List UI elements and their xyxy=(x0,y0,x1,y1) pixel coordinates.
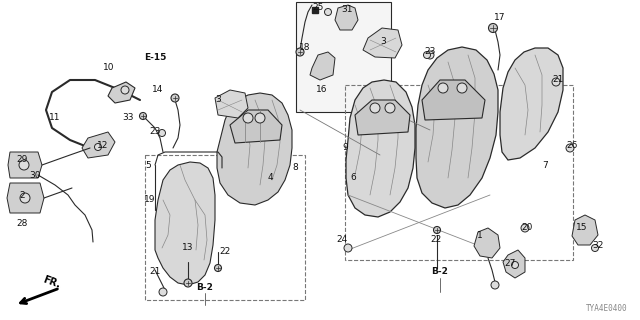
Circle shape xyxy=(95,143,102,150)
Circle shape xyxy=(457,83,467,93)
Text: E-15: E-15 xyxy=(144,53,166,62)
Circle shape xyxy=(140,113,147,119)
Circle shape xyxy=(426,51,434,59)
Bar xyxy=(345,85,573,260)
Polygon shape xyxy=(230,110,282,143)
Circle shape xyxy=(324,9,332,15)
Polygon shape xyxy=(7,183,44,213)
Circle shape xyxy=(344,244,352,252)
Circle shape xyxy=(19,160,29,170)
Text: 23: 23 xyxy=(149,127,161,137)
Polygon shape xyxy=(474,228,500,258)
Text: 4: 4 xyxy=(267,173,273,182)
Text: 5: 5 xyxy=(145,161,151,170)
Circle shape xyxy=(591,244,598,252)
Text: 28: 28 xyxy=(16,219,28,228)
Circle shape xyxy=(171,94,179,102)
Circle shape xyxy=(385,103,395,113)
Text: 18: 18 xyxy=(300,43,311,52)
Text: 24: 24 xyxy=(337,236,348,244)
Polygon shape xyxy=(335,5,358,30)
Text: FR.: FR. xyxy=(42,274,62,290)
Text: 19: 19 xyxy=(144,196,156,204)
Polygon shape xyxy=(217,93,292,205)
Polygon shape xyxy=(355,100,410,135)
Text: 3: 3 xyxy=(380,37,386,46)
Text: TYA4E0400: TYA4E0400 xyxy=(586,304,627,313)
Polygon shape xyxy=(416,47,498,208)
Polygon shape xyxy=(422,80,485,120)
Text: 10: 10 xyxy=(103,63,115,73)
Circle shape xyxy=(438,83,448,93)
Text: 1: 1 xyxy=(477,230,483,239)
Polygon shape xyxy=(363,28,402,58)
Text: 29: 29 xyxy=(16,156,28,164)
Polygon shape xyxy=(346,80,415,217)
Circle shape xyxy=(159,288,167,296)
Text: 8: 8 xyxy=(292,164,298,172)
Text: 9: 9 xyxy=(342,143,348,153)
Circle shape xyxy=(20,193,30,203)
Circle shape xyxy=(255,113,265,123)
Text: 11: 11 xyxy=(49,114,61,123)
Text: 6: 6 xyxy=(350,173,356,182)
Text: 21: 21 xyxy=(149,268,161,276)
Text: 3: 3 xyxy=(215,95,221,105)
Polygon shape xyxy=(500,48,563,160)
Text: 12: 12 xyxy=(97,140,109,149)
Text: 14: 14 xyxy=(152,85,164,94)
Circle shape xyxy=(566,144,574,152)
Circle shape xyxy=(521,224,529,232)
Text: 23: 23 xyxy=(424,47,436,57)
Circle shape xyxy=(243,113,253,123)
Text: 31: 31 xyxy=(341,5,353,14)
Text: 21: 21 xyxy=(552,76,564,84)
Circle shape xyxy=(121,86,129,94)
Text: 20: 20 xyxy=(522,223,532,233)
Text: B-2: B-2 xyxy=(431,268,449,276)
Circle shape xyxy=(433,227,440,234)
Circle shape xyxy=(491,281,499,289)
Circle shape xyxy=(552,78,560,86)
Circle shape xyxy=(370,103,380,113)
Text: 33: 33 xyxy=(122,114,134,123)
Polygon shape xyxy=(215,90,248,118)
Text: B-2: B-2 xyxy=(196,283,213,292)
Circle shape xyxy=(184,279,192,287)
Circle shape xyxy=(296,48,304,56)
Text: 13: 13 xyxy=(182,243,194,252)
Text: 26: 26 xyxy=(566,140,578,149)
Polygon shape xyxy=(108,82,135,103)
Circle shape xyxy=(159,130,166,137)
Text: 7: 7 xyxy=(542,161,548,170)
Text: 30: 30 xyxy=(29,171,41,180)
Circle shape xyxy=(511,261,518,268)
Text: 16: 16 xyxy=(316,85,328,94)
Polygon shape xyxy=(82,132,115,158)
Text: 22: 22 xyxy=(430,236,442,244)
Polygon shape xyxy=(310,52,335,80)
Circle shape xyxy=(488,23,497,33)
Bar xyxy=(296,2,391,112)
Polygon shape xyxy=(155,162,215,285)
Text: 22: 22 xyxy=(220,247,230,257)
Bar xyxy=(145,155,305,300)
Polygon shape xyxy=(8,152,42,178)
Text: 2: 2 xyxy=(19,190,25,199)
Circle shape xyxy=(214,265,221,271)
Text: 25: 25 xyxy=(312,4,324,12)
Polygon shape xyxy=(503,250,525,278)
Polygon shape xyxy=(572,215,598,245)
Text: 15: 15 xyxy=(576,223,588,233)
Text: 17: 17 xyxy=(494,13,506,22)
Text: 27: 27 xyxy=(504,259,516,268)
Text: 32: 32 xyxy=(592,241,604,250)
Circle shape xyxy=(424,52,431,59)
